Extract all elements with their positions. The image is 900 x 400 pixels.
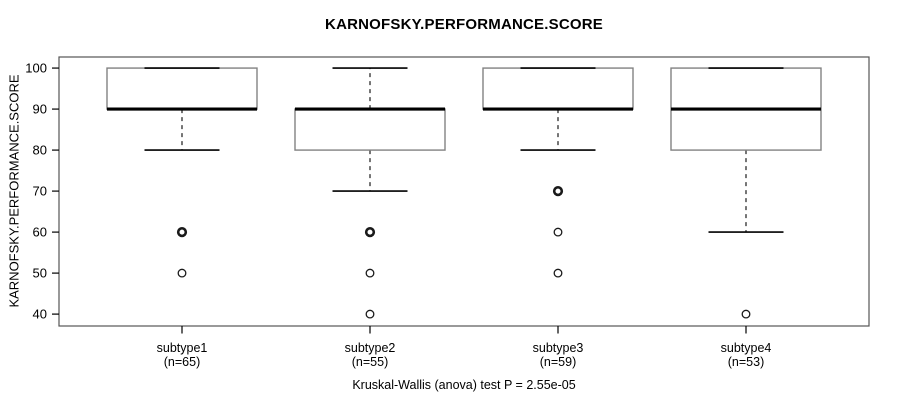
outlier-point — [553, 268, 563, 278]
y-tick-label: 90 — [33, 102, 47, 117]
outlier-point — [364, 226, 376, 238]
outlier-point — [553, 227, 563, 237]
outlier-point — [552, 185, 564, 197]
y-tick-label: 50 — [33, 266, 47, 281]
x-tick-label: subtype3 — [533, 341, 584, 355]
y-tick-label: 80 — [33, 143, 47, 158]
y-tick-label: 60 — [33, 225, 47, 240]
iqr-box — [106, 67, 258, 110]
outlier-point — [365, 268, 375, 278]
x-tick-sublabel: (n=59) — [540, 355, 576, 369]
x-tick-label: subtype2 — [345, 341, 396, 355]
outlier-point — [177, 268, 187, 278]
outlier-point — [365, 309, 375, 319]
outlier-point — [176, 226, 188, 238]
x-tick-label: subtype1 — [157, 341, 208, 355]
x-tick-sublabel: (n=65) — [164, 355, 200, 369]
x-tick-sublabel: (n=55) — [352, 355, 388, 369]
x-tick-sublabel: (n=53) — [728, 355, 764, 369]
y-tick-label: 100 — [25, 61, 47, 76]
x-tick-label: subtype4 — [721, 341, 772, 355]
chart-title: KARNOFSKY.PERFORMANCE.SCORE — [325, 16, 603, 33]
iqr-box — [294, 108, 446, 151]
y-axis-title: KARNOFSKY.PERFORMANCE.SCORE — [6, 74, 22, 308]
stat-test-caption: Kruskal-Wallis (anova) test P = 2.55e-05 — [352, 378, 576, 392]
y-tick-label: 70 — [33, 184, 47, 199]
y-tick-label: 40 — [33, 307, 47, 322]
iqr-box — [482, 67, 634, 110]
outlier-point — [741, 309, 751, 319]
